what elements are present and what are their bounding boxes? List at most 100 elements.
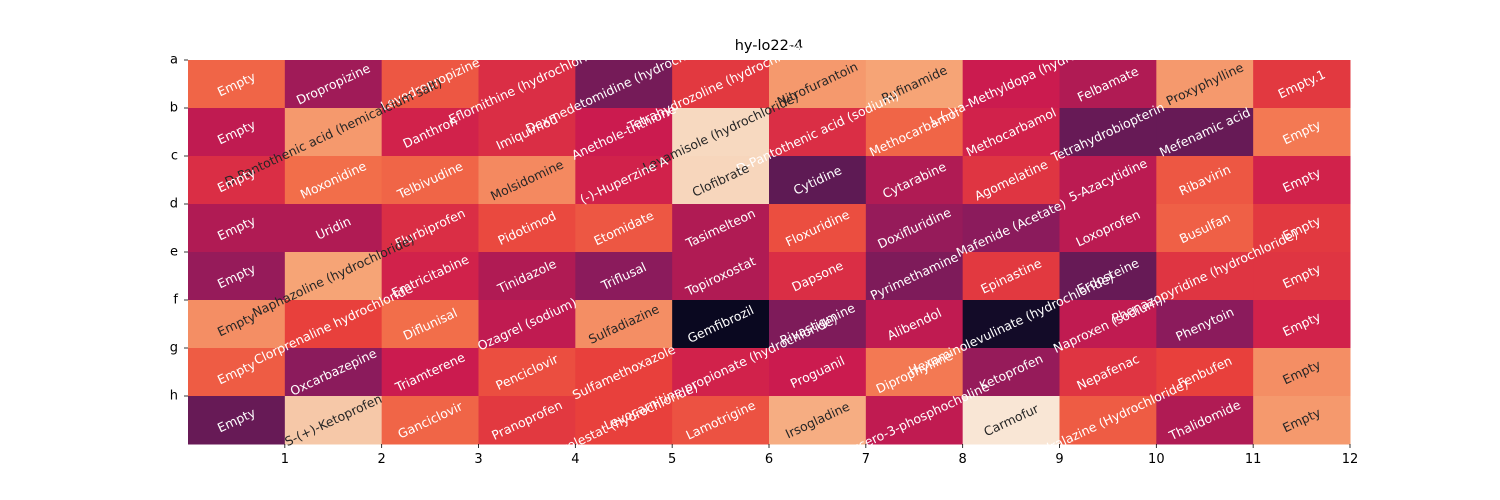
heatmap-cell (1059, 252, 1157, 301)
heatmap-cell (1156, 60, 1254, 109)
heatmap-cell (381, 252, 479, 301)
heatmap-cell (188, 252, 286, 301)
heatmap-cell (284, 348, 383, 397)
heatmap-cell (1253, 60, 1351, 109)
heatmap-cell (381, 204, 479, 253)
heatmap-cell (478, 252, 576, 301)
heatmap-cell (381, 300, 479, 349)
heatmap-cell (1156, 396, 1254, 445)
heatmap-cell (1156, 108, 1254, 157)
heatmap-cell (1059, 204, 1157, 253)
heatmap-cell (284, 108, 383, 157)
heatmap-cell (1059, 108, 1157, 157)
x-tick-label: 10 (1148, 452, 1165, 467)
heatmap-cell (672, 108, 770, 157)
x-tick-label: 2 (378, 452, 386, 467)
heatmap-cell (1253, 204, 1351, 253)
heatmap-cell (865, 204, 964, 253)
heatmap-cell (769, 108, 867, 157)
y-tick-label: a (170, 53, 178, 68)
heatmap-cell (962, 156, 1060, 205)
heatmap-cell (769, 300, 867, 349)
heatmap-cell (478, 108, 576, 157)
heatmap-cell (284, 396, 383, 445)
y-tick-label: h (170, 389, 178, 404)
heatmap-cell (769, 204, 867, 253)
y-tick-label: g (170, 341, 178, 356)
heatmap-cell (381, 348, 479, 397)
heatmap-cell (284, 252, 383, 301)
heatmap-cell (575, 252, 673, 301)
y-tick-label: c (171, 149, 178, 164)
heatmap-cell (381, 156, 479, 205)
heatmap-cell (769, 60, 867, 109)
x-tick-label: 7 (862, 452, 870, 467)
x-tick-label: 3 (474, 452, 482, 467)
heatmap-cell (284, 156, 383, 205)
heatmap-cell (575, 204, 673, 253)
heatmap-cell (962, 204, 1060, 253)
heatmap-cell (575, 60, 673, 109)
heatmap-cell (284, 60, 383, 109)
heatmap-cell (865, 60, 964, 109)
chart-title: hy-lo22-4 (735, 38, 804, 54)
heatmap-cell (1059, 300, 1157, 349)
heatmap-cell (1253, 156, 1351, 205)
heatmap-cell (478, 60, 576, 109)
heatmap-cell (381, 396, 479, 445)
heatmap-cell (188, 204, 286, 253)
x-tick-label: 4 (571, 452, 579, 467)
heatmap-cell (1253, 252, 1351, 301)
heatmap-cell (478, 204, 576, 253)
x-axis: 1 2 3 4 5 6 7 8 9 10 11 12 (281, 444, 1359, 467)
y-tick-label: b (170, 101, 178, 116)
heatmap-cell (962, 60, 1060, 109)
heatmap-cell (672, 204, 770, 253)
heatmap-cell (962, 396, 1060, 445)
heatmap-cell (962, 252, 1060, 301)
x-tick-label: 12 (1342, 452, 1359, 467)
y-tick-label: d (170, 197, 178, 212)
heatmap-cell (1156, 156, 1254, 205)
heatmap-cell (672, 156, 770, 205)
heatmap-cell (1059, 156, 1157, 205)
heatmap-cell (188, 156, 286, 205)
heatmap-cell (672, 60, 770, 109)
heatmap-cell (769, 396, 867, 445)
heatmap-cell (575, 156, 673, 205)
heatmap-cell (188, 348, 286, 397)
heatmap-cell (381, 60, 479, 109)
y-tick-label: e (170, 245, 178, 260)
x-tick-label: 8 (959, 452, 967, 467)
heatmap-cell (575, 108, 673, 157)
y-tick-label: f (173, 293, 178, 308)
heatmap-cell (188, 60, 286, 109)
heatmap-cell (865, 396, 964, 445)
heatmap-cell (1059, 348, 1157, 397)
heatmap-cell (284, 300, 383, 349)
x-tick-label: 5 (668, 452, 676, 467)
heatmap-cell (478, 300, 576, 349)
heatmap-cell (188, 396, 286, 445)
heatmap-cell (769, 156, 867, 205)
heatmap-cell (672, 396, 770, 445)
heatmap-cell (1059, 60, 1157, 109)
heatmap-cell (865, 156, 964, 205)
heatmap-cell (381, 108, 479, 157)
heatmap-cell (1156, 300, 1254, 349)
heatmap-cell (1253, 108, 1351, 157)
heatmap-cell (478, 156, 576, 205)
heatmap-cell (865, 252, 964, 301)
heatmap-cell (188, 300, 286, 349)
heatmap-cell (672, 252, 770, 301)
heatmap-cell (1156, 252, 1254, 301)
heatmap-cell (575, 348, 673, 397)
heatmap-cell (1156, 348, 1254, 397)
heatmap-cell (188, 108, 286, 157)
heatmap-cell (1253, 396, 1351, 445)
heatmap-cell (1059, 396, 1157, 445)
heatmap-cell (769, 252, 867, 301)
heatmap-cell (575, 396, 673, 445)
x-tick-label: 6 (765, 452, 773, 467)
